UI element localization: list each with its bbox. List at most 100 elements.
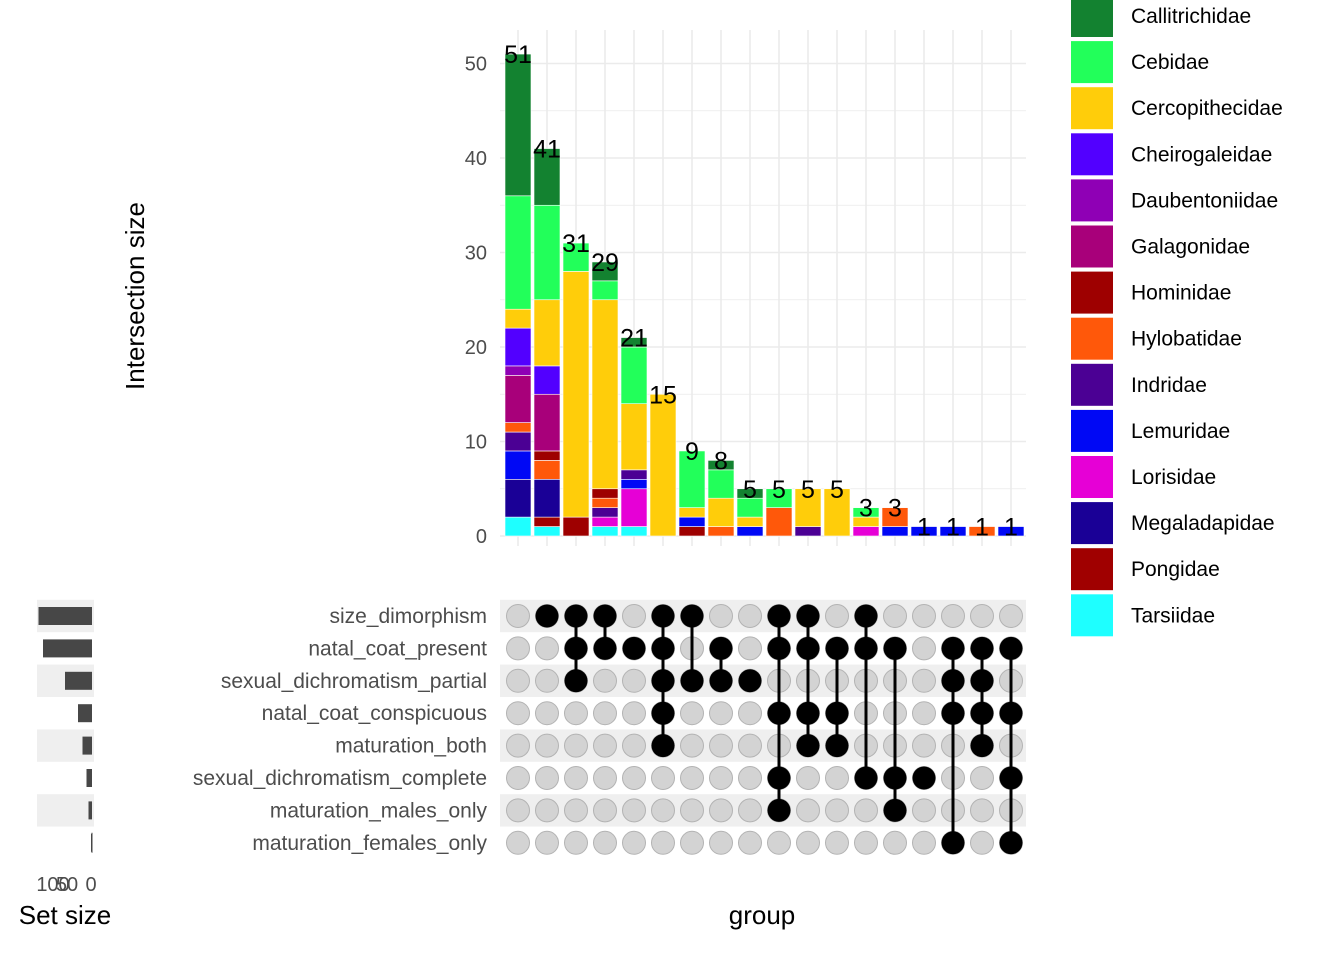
bar-segment-callitrichidae: [591, 261, 619, 282]
matrix-dot-filled: [651, 636, 675, 660]
bar-segment-lorisidae: [620, 488, 648, 527]
matrix-dot-filled: [999, 766, 1023, 790]
matrix-dot-filled: [854, 604, 878, 628]
bar-segment-cercopithecidae: [823, 488, 851, 537]
matrix-dot-empty: [564, 766, 588, 790]
matrix-dot-empty: [854, 830, 878, 855]
set-size-bars: [38, 607, 93, 853]
legend-swatch: [1071, 87, 1113, 130]
y-tick-label: 40: [465, 148, 487, 170]
bar-value-label: 5: [830, 476, 844, 504]
matrix-dot-filled: [912, 766, 936, 790]
bar-segment-hylobatidae: [881, 507, 909, 527]
intersection-bar: [765, 488, 793, 537]
legend-label: Callitrichidae: [1131, 5, 1251, 28]
matrix-dot-empty: [738, 733, 762, 758]
legend-label: Indridae: [1131, 374, 1207, 397]
matrix-dot-filled: [622, 636, 646, 660]
matrix-dot-empty: [593, 733, 617, 758]
matrix-dot-empty: [709, 701, 733, 726]
set-size-title: Set size: [19, 900, 112, 930]
y-tick-label: 10: [465, 432, 487, 454]
bar-value-label: 29: [591, 249, 619, 277]
matrix-dot-empty: [912, 798, 936, 823]
bar-segment-cebidae: [852, 507, 880, 518]
matrix-dot-empty: [593, 798, 617, 823]
y-axis-title: Intersection size: [120, 202, 150, 390]
x-axis-title: group: [729, 900, 796, 930]
matrix-dot-empty: [738, 798, 762, 823]
bar-segment-lorisidae: [852, 526, 880, 537]
bar-value-label: 3: [859, 495, 873, 523]
matrix-dot-empty: [651, 830, 675, 855]
matrix-dot-filled: [680, 604, 704, 628]
bar-segment-cebidae: [707, 469, 735, 499]
matrix-dot-empty: [651, 798, 675, 823]
bar-segment-galagonidae: [533, 393, 561, 452]
matrix-dot-filled: [564, 669, 588, 693]
bar-value-label: 8: [714, 447, 728, 475]
matrix-column: [767, 604, 791, 855]
matrix-dot-empty: [680, 701, 704, 726]
matrix-dot-filled: [767, 798, 791, 822]
bar-value-label: 9: [685, 438, 699, 466]
bar-segment-indridae: [620, 469, 648, 480]
matrix-dot-empty: [941, 604, 965, 628]
matrix-dot-empty: [796, 766, 820, 790]
set-size-bar: [78, 704, 92, 723]
matrix-dot-empty: [622, 701, 646, 726]
legend-item: Cebidae: [1071, 41, 1209, 84]
legend-item: Callitrichidae: [1071, 0, 1251, 37]
bar-segment-cercopithecidae: [591, 299, 619, 490]
intersection-bar: [823, 488, 851, 537]
matrix-dot-empty: [564, 701, 588, 726]
matrix-dot-empty: [825, 798, 849, 823]
bar-segment-hylobatidae: [968, 526, 996, 537]
matrix-dot-empty: [593, 830, 617, 855]
legend-item: Hominidae: [1071, 271, 1231, 314]
bar-segment-cebidae: [591, 280, 619, 301]
bar-segment-galagonidae: [504, 375, 532, 423]
bar-segment-callitrichidae: [736, 488, 764, 499]
bar-value-label: 1: [917, 514, 931, 542]
matrix-dot-empty: [825, 604, 849, 628]
bar-segment-hominidae: [533, 450, 561, 461]
matrix-dot-empty: [506, 733, 530, 758]
matrix-dot-empty: [506, 830, 530, 855]
bar-segment-cercopithecidae: [678, 507, 706, 518]
bar-value-label: 5: [743, 476, 757, 504]
matrix-dot-filled: [999, 701, 1023, 725]
matrix-dot-filled: [767, 636, 791, 660]
bar-segment-cebidae: [504, 195, 532, 310]
bar-segment-tarsiidae: [620, 526, 648, 537]
legend-item: Pongidae: [1071, 548, 1220, 591]
intersection-bar: [649, 393, 677, 537]
bar-segment-cercopithecidae: [620, 403, 648, 471]
matrix-dot-empty: [825, 830, 849, 855]
matrix-dot-filled: [593, 604, 617, 628]
matrix-dot-filled: [593, 636, 617, 660]
matrix-dot-empty: [564, 830, 588, 855]
matrix-dot-filled: [651, 669, 675, 693]
bar-value-label: 21: [620, 325, 648, 353]
matrix-dot-empty: [912, 830, 936, 855]
matrix-column: [622, 604, 646, 855]
legend-item: Tarsiidae: [1071, 594, 1215, 637]
bar-segment-lemuridae: [881, 526, 909, 537]
bar-segment-megaladapidae: [533, 478, 561, 518]
bar-segment-callitrichidae: [707, 460, 735, 471]
matrix-dot-filled: [883, 798, 907, 822]
matrix-dot-filled: [738, 669, 762, 693]
legend-item: Galagonidae: [1071, 225, 1250, 268]
intersection-bar: [794, 488, 822, 537]
bar-value-label: 1: [1004, 514, 1018, 542]
matrix-dot-filled: [535, 604, 559, 628]
legend-label: Megaladapidae: [1131, 512, 1275, 535]
set-name-labels: size_dimorphism natal_coat_present sexual_…: [193, 605, 488, 855]
matrix-dot-empty: [738, 636, 762, 661]
bar-segment-cercopithecidae: [533, 299, 561, 367]
legend-label: Galagonidae: [1131, 236, 1250, 259]
matrix-dot-filled: [709, 669, 733, 693]
matrix-column: [999, 604, 1023, 855]
matrix-dot-filled: [883, 636, 907, 660]
